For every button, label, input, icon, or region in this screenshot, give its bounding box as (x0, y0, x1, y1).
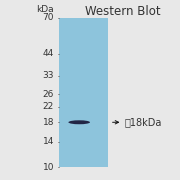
Text: 26: 26 (43, 89, 54, 98)
Ellipse shape (68, 120, 90, 124)
Text: 33: 33 (42, 71, 54, 80)
Text: 22: 22 (43, 102, 54, 111)
Text: kDa: kDa (36, 5, 54, 14)
Text: ↈ18kDa: ↈ18kDa (124, 117, 162, 127)
Text: 70: 70 (42, 14, 54, 22)
Text: 14: 14 (43, 137, 54, 146)
FancyBboxPatch shape (59, 18, 108, 167)
Text: Western Blot: Western Blot (85, 5, 160, 18)
Text: 18: 18 (42, 118, 54, 127)
Text: 10: 10 (42, 163, 54, 172)
Text: 44: 44 (43, 49, 54, 58)
